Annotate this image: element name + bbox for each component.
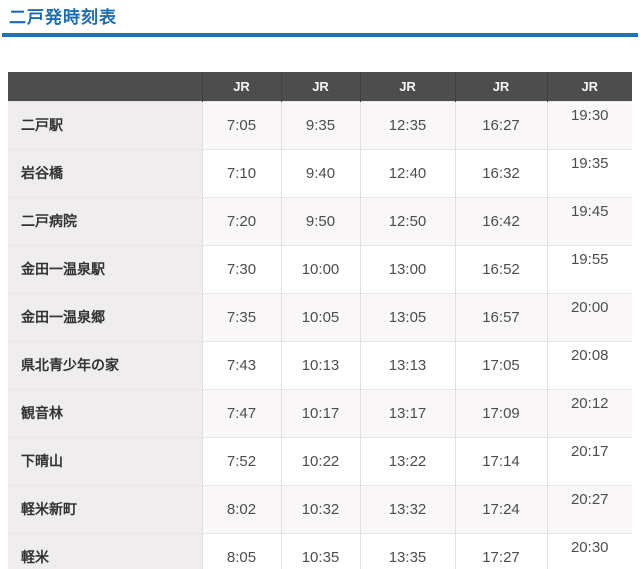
departure-time: 19:35 bbox=[546, 148, 632, 197]
departure-time: 7:10 bbox=[201, 148, 281, 197]
departure-time: 20:12 bbox=[546, 388, 632, 437]
departure-time: 10:13 bbox=[280, 340, 360, 389]
column-header-jr-5: JR bbox=[546, 72, 632, 101]
station-name: 下晴山 bbox=[8, 436, 202, 485]
page-title: 二戸発時刻表 bbox=[9, 8, 117, 27]
station-name: 二戸駅 bbox=[8, 100, 202, 149]
table-row: 金田一温泉駅 7:30 10:00 13:00 16:52 19:55 bbox=[8, 244, 632, 293]
departure-time: 7:20 bbox=[201, 196, 281, 245]
station-name: 県北青少年の家 bbox=[8, 340, 202, 389]
departure-time: 16:57 bbox=[454, 292, 547, 341]
column-header-jr-2: JR bbox=[280, 72, 360, 101]
column-header-jr-4: JR bbox=[454, 72, 547, 101]
departure-time: 17:14 bbox=[454, 436, 547, 485]
departure-time: 7:47 bbox=[201, 388, 281, 437]
departure-time: 7:35 bbox=[201, 292, 281, 341]
departure-time: 13:13 bbox=[359, 340, 455, 389]
departure-time: 7:30 bbox=[201, 244, 281, 293]
departure-time: 12:40 bbox=[359, 148, 455, 197]
table-row: 県北青少年の家 7:43 10:13 13:13 17:05 20:08 bbox=[8, 340, 632, 389]
departure-time: 9:40 bbox=[280, 148, 360, 197]
departure-time: 12:35 bbox=[359, 100, 455, 149]
departure-time: 16:52 bbox=[454, 244, 547, 293]
departure-time: 8:05 bbox=[201, 532, 281, 569]
departure-time: 20:30 bbox=[546, 532, 632, 569]
departure-time: 19:30 bbox=[546, 100, 632, 149]
departure-time: 7:05 bbox=[201, 100, 281, 149]
departure-time: 17:09 bbox=[454, 388, 547, 437]
departure-time: 10:22 bbox=[280, 436, 360, 485]
departure-time: 13:35 bbox=[359, 532, 455, 569]
departure-time: 13:00 bbox=[359, 244, 455, 293]
column-header-jr-3: JR bbox=[359, 72, 455, 101]
departure-time: 10:17 bbox=[280, 388, 360, 437]
table-row: 観音林 7:47 10:17 13:17 17:09 20:12 bbox=[8, 388, 632, 437]
departure-time: 12:50 bbox=[359, 196, 455, 245]
departure-time: 7:43 bbox=[201, 340, 281, 389]
departure-time: 17:24 bbox=[454, 484, 547, 533]
departure-time: 16:42 bbox=[454, 196, 547, 245]
table-row: 軽米 8:05 10:35 13:35 17:27 20:30 bbox=[8, 532, 632, 569]
station-name: 岩谷橋 bbox=[8, 148, 202, 197]
table-header-row: JR JR JR JR JR bbox=[8, 72, 632, 101]
departure-time: 7:52 bbox=[201, 436, 281, 485]
table-row: 二戸駅 7:05 9:35 12:35 16:27 19:30 bbox=[8, 100, 632, 149]
departure-time: 8:02 bbox=[201, 484, 281, 533]
table-row: 岩谷橋 7:10 9:40 12:40 16:32 19:35 bbox=[8, 148, 632, 197]
station-name: 金田一温泉郷 bbox=[8, 292, 202, 341]
departure-time: 20:08 bbox=[546, 340, 632, 389]
station-name: 軽米新町 bbox=[8, 484, 202, 533]
departure-time: 19:45 bbox=[546, 196, 632, 245]
departure-time: 13:17 bbox=[359, 388, 455, 437]
title-underline-rule bbox=[2, 33, 638, 37]
station-name: 軽米 bbox=[8, 532, 202, 569]
departure-time: 10:35 bbox=[280, 532, 360, 569]
departure-time: 20:00 bbox=[546, 292, 632, 341]
departure-time: 19:55 bbox=[546, 244, 632, 293]
departure-time: 17:27 bbox=[454, 532, 547, 569]
departure-time: 13:22 bbox=[359, 436, 455, 485]
table-row: 金田一温泉郷 7:35 10:05 13:05 16:57 20:00 bbox=[8, 292, 632, 341]
station-name: 観音林 bbox=[8, 388, 202, 437]
departure-time: 10:05 bbox=[280, 292, 360, 341]
column-header-station bbox=[8, 72, 202, 101]
column-header-jr-1: JR bbox=[201, 72, 281, 101]
table-row: 二戸病院 7:20 9:50 12:50 16:42 19:45 bbox=[8, 196, 632, 245]
departure-time: 16:32 bbox=[454, 148, 547, 197]
departure-time: 10:32 bbox=[280, 484, 360, 533]
departure-time: 13:32 bbox=[359, 484, 455, 533]
station-name: 二戸病院 bbox=[8, 196, 202, 245]
departure-time: 17:05 bbox=[454, 340, 547, 389]
departure-time: 16:27 bbox=[454, 100, 547, 149]
departure-time: 10:00 bbox=[280, 244, 360, 293]
departure-time: 20:27 bbox=[546, 484, 632, 533]
departure-time: 13:05 bbox=[359, 292, 455, 341]
station-name: 金田一温泉駅 bbox=[8, 244, 202, 293]
table-row: 下晴山 7:52 10:22 13:22 17:14 20:17 bbox=[8, 436, 632, 485]
departure-time: 20:17 bbox=[546, 436, 632, 485]
departure-timetable: JR JR JR JR JR 二戸駅 7:05 9:35 12:35 16:27… bbox=[8, 72, 632, 569]
departure-time: 9:50 bbox=[280, 196, 360, 245]
departure-time: 9:35 bbox=[280, 100, 360, 149]
table-row: 軽米新町 8:02 10:32 13:32 17:24 20:27 bbox=[8, 484, 632, 533]
